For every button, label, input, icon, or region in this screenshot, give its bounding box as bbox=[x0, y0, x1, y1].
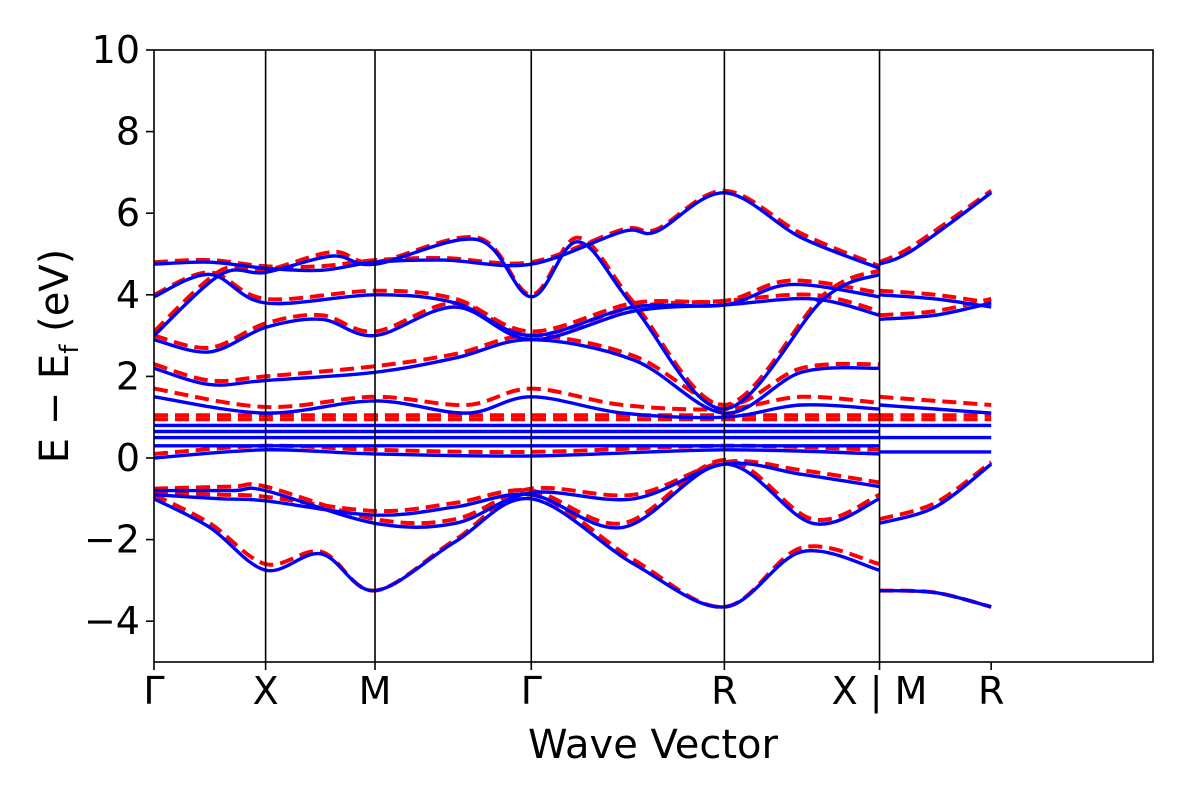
dashed-band-line bbox=[154, 333, 880, 408]
y-tick-label: 8 bbox=[116, 110, 140, 154]
dashed-band-line bbox=[878, 460, 993, 522]
y-tick-label: 0 bbox=[116, 436, 140, 480]
solid-band-line bbox=[879, 301, 992, 321]
solid-band-line bbox=[879, 403, 992, 415]
dashed-band-line bbox=[154, 459, 880, 526]
dashed-band-line bbox=[154, 457, 881, 526]
dashed-band-line bbox=[879, 288, 992, 305]
solid-band-line bbox=[154, 272, 880, 338]
kpoint-lines bbox=[264, 50, 881, 662]
x-tick-label: R bbox=[978, 669, 1004, 713]
x-axis-ticks: Γ X M Γ R X | M R bbox=[143, 662, 1004, 714]
solid-band-line bbox=[879, 588, 992, 609]
y-axis-label-sub: f bbox=[55, 344, 85, 354]
x-tick-label: M bbox=[359, 669, 392, 713]
y-axis-label: E − Ef (eV) bbox=[32, 249, 85, 464]
y-tick-label: 4 bbox=[116, 273, 140, 317]
x-tick-label: Γ bbox=[521, 669, 542, 713]
dashed-band-line bbox=[154, 188, 881, 270]
y-tick-label: −2 bbox=[84, 518, 140, 562]
dashed-band-line bbox=[879, 394, 992, 407]
plot-frame bbox=[153, 49, 1154, 663]
x-axis-label: Wave Vector bbox=[528, 722, 779, 768]
y-axis-label-unit: (eV) bbox=[32, 249, 78, 345]
solid-band-line bbox=[154, 461, 880, 529]
y-tick-label: 6 bbox=[116, 191, 140, 235]
y-tick-label: 10 bbox=[92, 28, 140, 72]
x-tick-label: R bbox=[711, 669, 737, 713]
solid-band-line bbox=[879, 462, 993, 525]
y-axis-ticks: −4 −2 0 2 4 6 8 10 bbox=[84, 28, 154, 643]
solid-band-line bbox=[154, 191, 881, 273]
x-tick-label: X bbox=[253, 669, 279, 713]
dashed-band-line bbox=[154, 492, 881, 609]
y-tick-label: −4 bbox=[84, 599, 140, 643]
solid-band-line bbox=[154, 496, 880, 609]
dashed-band-line bbox=[154, 270, 880, 334]
x-tick-label: Γ bbox=[143, 669, 164, 713]
y-axis-label-main: E − E bbox=[32, 354, 78, 464]
solid-band-line bbox=[154, 462, 881, 530]
dashed-band-line bbox=[879, 296, 992, 318]
y-tick-label: 2 bbox=[116, 354, 140, 398]
dashed-band-line bbox=[878, 189, 993, 265]
solid-band-line bbox=[154, 337, 880, 415]
x-tick-label: X | M bbox=[832, 669, 928, 714]
solid-band-line bbox=[878, 191, 993, 266]
bands-layer bbox=[154, 188, 993, 609]
